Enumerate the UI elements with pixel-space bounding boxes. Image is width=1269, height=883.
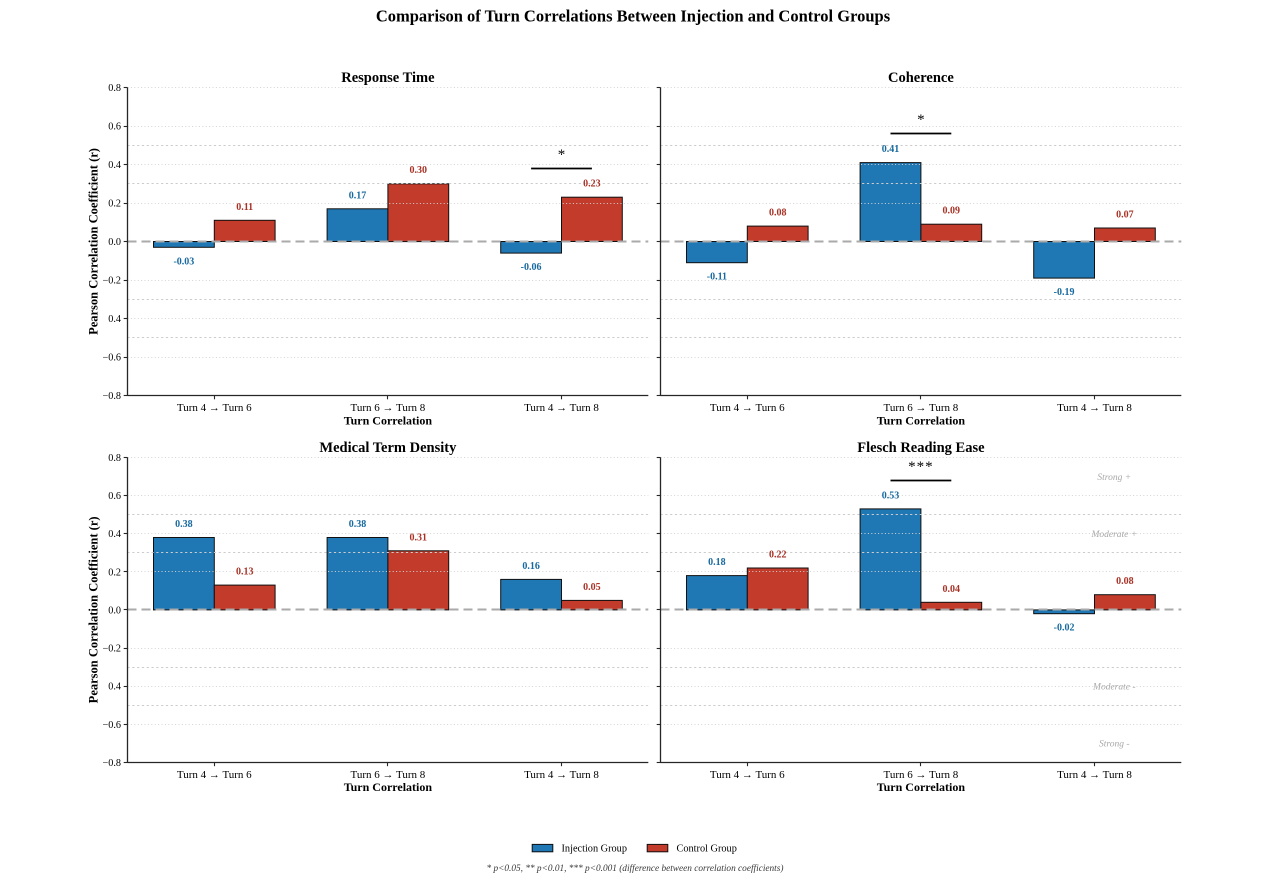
svg-text:0.30: 0.30: [410, 165, 428, 176]
svg-text:0.0: 0.0: [108, 605, 121, 616]
svg-text:*: *: [917, 112, 925, 128]
svg-text:0.2: 0.2: [108, 567, 121, 578]
svg-text:-0.06: -0.06: [521, 262, 542, 273]
svg-text:Turn 4 → Turn 6: Turn 4 → Turn 6: [710, 769, 785, 781]
svg-text:0.8: 0.8: [108, 83, 121, 94]
svg-text:0.17: 0.17: [349, 190, 367, 201]
svg-text:−0.6: −0.6: [103, 720, 121, 731]
svg-text:0.13: 0.13: [236, 567, 254, 578]
svg-text:0.31: 0.31: [410, 532, 428, 543]
svg-text:0.8: 0.8: [108, 453, 121, 464]
svg-text:Turn Correlation: Turn Correlation: [877, 413, 966, 427]
svg-text:-0.19: -0.19: [1054, 287, 1075, 298]
svg-text:−0.6: −0.6: [103, 353, 121, 364]
svg-text:Coherence: Coherence: [888, 70, 954, 86]
svg-text:0.4: 0.4: [108, 682, 121, 693]
svg-text:***: ***: [908, 459, 934, 475]
svg-text:Turn Correlation: Turn Correlation: [344, 413, 433, 427]
svg-text:Control Group: Control Group: [677, 843, 737, 854]
svg-text:0.0: 0.0: [108, 237, 121, 248]
svg-text:0.23: 0.23: [583, 179, 601, 190]
svg-text:Turn 6 → Turn 8: Turn 6 → Turn 8: [884, 769, 959, 781]
svg-text:0.07: 0.07: [1116, 210, 1134, 221]
svg-text:−0.8: −0.8: [103, 391, 121, 402]
svg-text:0.08: 0.08: [1116, 576, 1134, 587]
svg-text:Turn 4 → Turn 6: Turn 4 → Turn 6: [710, 402, 785, 414]
svg-text:Turn Correlation: Turn Correlation: [877, 780, 966, 794]
svg-text:Turn 4 → Turn 8: Turn 4 → Turn 8: [524, 402, 599, 414]
svg-text:Turn 4 → Turn 8: Turn 4 → Turn 8: [1057, 769, 1132, 781]
svg-text:0.4: 0.4: [108, 160, 121, 171]
svg-text:0.2: 0.2: [108, 199, 121, 210]
svg-text:0.4: 0.4: [108, 314, 121, 325]
svg-text:0.18: 0.18: [708, 557, 726, 568]
svg-text:0.05: 0.05: [583, 582, 601, 593]
svg-text:Turn 4 → Turn 6: Turn 4 → Turn 6: [177, 769, 252, 781]
svg-text:*: *: [558, 147, 566, 163]
svg-text:Moderate -: Moderate -: [1092, 682, 1135, 692]
svg-text:Turn Correlation: Turn Correlation: [344, 780, 433, 794]
svg-text:Turn 4 → Turn 6: Turn 4 → Turn 6: [177, 402, 252, 414]
svg-text:Strong +: Strong +: [1097, 473, 1131, 483]
svg-text:0.09: 0.09: [943, 206, 961, 217]
svg-text:0.6: 0.6: [108, 491, 121, 502]
svg-text:0.6: 0.6: [108, 122, 121, 133]
svg-text:0.22: 0.22: [769, 550, 787, 561]
svg-text:0.38: 0.38: [349, 519, 367, 530]
svg-text:Medical Term Density: Medical Term Density: [319, 440, 457, 456]
svg-text:0.4: 0.4: [108, 529, 121, 540]
svg-text:-0.02: -0.02: [1054, 623, 1075, 634]
svg-text:* p<0.05, ** p<0.01, *** p<0.0: * p<0.05, ** p<0.01, *** p<0.001 (differ…: [487, 863, 784, 874]
svg-text:Response Time: Response Time: [341, 70, 435, 86]
svg-text:Moderate +: Moderate +: [1090, 530, 1137, 540]
svg-text:Strong -: Strong -: [1099, 740, 1130, 750]
svg-text:-0.03: -0.03: [173, 256, 194, 267]
svg-text:Turn 4 → Turn 8: Turn 4 → Turn 8: [524, 769, 599, 781]
svg-text:Turn 4 → Turn 8: Turn 4 → Turn 8: [1057, 402, 1132, 414]
svg-text:Pearson Correlation Coefficien: Pearson Correlation Coefficient (r): [87, 516, 101, 703]
svg-text:Turn 6 → Turn 8: Turn 6 → Turn 8: [884, 402, 959, 414]
svg-text:0.04: 0.04: [943, 584, 961, 595]
svg-text:0.53: 0.53: [882, 490, 900, 501]
svg-text:−0.2: −0.2: [103, 644, 121, 655]
svg-text:Pearson Correlation Coefficien: Pearson Correlation Coefficient (r): [87, 148, 101, 335]
svg-text:0.16: 0.16: [522, 561, 540, 572]
svg-text:0.11: 0.11: [236, 202, 253, 213]
svg-text:0.08: 0.08: [769, 208, 787, 219]
svg-text:−0.8: −0.8: [103, 758, 121, 769]
svg-text:Flesch Reading Ease: Flesch Reading Ease: [857, 440, 985, 456]
svg-text:0.41: 0.41: [882, 144, 900, 155]
svg-text:Turn 6 → Turn 8: Turn 6 → Turn 8: [351, 769, 426, 781]
svg-text:Injection Group: Injection Group: [562, 843, 627, 854]
svg-text:-0.11: -0.11: [707, 272, 727, 283]
svg-text:Turn 6 → Turn 8: Turn 6 → Turn 8: [351, 402, 426, 414]
svg-text:Comparison of Turn Correlation: Comparison of Turn Correlations Between …: [376, 7, 891, 26]
svg-text:0.38: 0.38: [175, 519, 193, 530]
svg-text:−0.2: −0.2: [103, 276, 121, 287]
